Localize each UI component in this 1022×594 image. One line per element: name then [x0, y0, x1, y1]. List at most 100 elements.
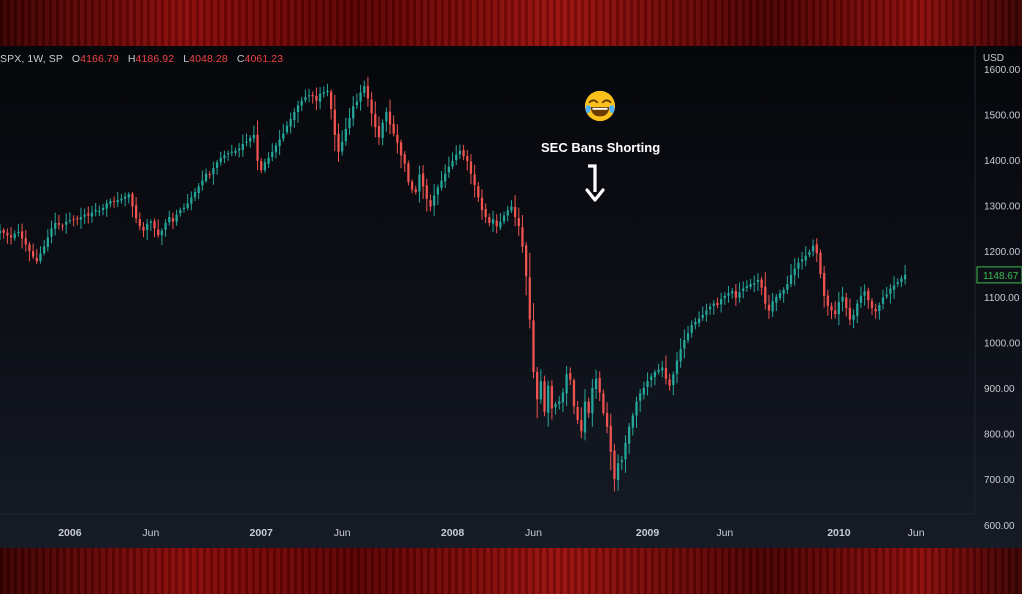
candle-body[interactable]	[819, 252, 822, 274]
candle-body[interactable]	[322, 92, 325, 94]
candle-body[interactable]	[17, 232, 20, 234]
candle-body[interactable]	[444, 173, 447, 182]
candle-body[interactable]	[208, 174, 211, 176]
candle-body[interactable]	[852, 315, 855, 320]
candle-body[interactable]	[112, 200, 116, 202]
candle-body[interactable]	[392, 123, 395, 134]
candle-body[interactable]	[440, 180, 443, 188]
candle-body[interactable]	[83, 214, 86, 217]
candle-body[interactable]	[164, 222, 167, 230]
candle-body[interactable]	[628, 426, 631, 444]
candle-body[interactable]	[502, 215, 506, 222]
candle-body[interactable]	[377, 126, 381, 138]
candle-body[interactable]	[94, 210, 97, 212]
candle-body[interactable]	[672, 374, 675, 386]
candle-body[interactable]	[517, 218, 520, 227]
candle-body[interactable]	[24, 238, 27, 245]
candle-body[interactable]	[39, 253, 42, 261]
candle-body[interactable]	[282, 133, 285, 139]
candle-body[interactable]	[524, 245, 528, 277]
candle-body[interactable]	[657, 369, 660, 373]
candle-body[interactable]	[241, 144, 244, 150]
candle-body[interactable]	[694, 321, 697, 325]
candle-body[interactable]	[587, 401, 590, 414]
candle-body[interactable]	[576, 407, 579, 420]
candle-body[interactable]	[267, 157, 270, 164]
candle-body[interactable]	[771, 301, 774, 312]
candle-body[interactable]	[179, 210, 182, 214]
candle-body[interactable]	[778, 293, 782, 299]
candle-body[interactable]	[870, 301, 874, 309]
candle-body[interactable]	[661, 367, 664, 371]
candle-body[interactable]	[134, 205, 138, 219]
candle-body[interactable]	[131, 193, 134, 207]
candle-body[interactable]	[731, 291, 734, 294]
candle-body[interactable]	[249, 138, 252, 142]
candle-body[interactable]	[219, 157, 222, 163]
candle-body[interactable]	[863, 291, 866, 296]
candle-body[interactable]	[488, 217, 491, 223]
candle-body[interactable]	[797, 262, 800, 269]
candle-body[interactable]	[300, 100, 303, 106]
candle-body[interactable]	[532, 320, 535, 373]
candle-body[interactable]	[193, 191, 197, 198]
candle-body[interactable]	[76, 218, 79, 220]
candle-body[interactable]	[521, 227, 524, 247]
candle-body[interactable]	[455, 154, 458, 161]
candle-body[interactable]	[462, 150, 465, 157]
candle-body[interactable]	[664, 368, 668, 379]
candle-body[interactable]	[749, 284, 752, 287]
candle-body[interactable]	[900, 278, 903, 282]
chart-panel[interactable]: 1600.00 1500.00 1400.00 1300.00 1200.00 1100.…	[0, 46, 1022, 548]
candle-body[interactable]	[815, 244, 818, 254]
candle-body[interactable]	[296, 105, 300, 113]
candle-body[interactable]	[719, 299, 723, 305]
candle-body[interactable]	[745, 285, 749, 288]
candle-body[interactable]	[646, 381, 649, 388]
candle-body[interactable]	[473, 174, 476, 186]
candle-body[interactable]	[867, 290, 870, 301]
candle-body[interactable]	[46, 237, 49, 247]
candle-body[interactable]	[230, 151, 233, 153]
candle-body[interactable]	[716, 302, 719, 305]
candle-body[interactable]	[421, 173, 425, 187]
candle-body[interactable]	[480, 197, 484, 211]
candle-body[interactable]	[800, 259, 804, 262]
candle-body[interactable]	[410, 181, 414, 190]
candle-body[interactable]	[679, 349, 682, 362]
candle-body[interactable]	[190, 197, 193, 204]
candle-body[interactable]	[811, 245, 815, 252]
candle-body[interactable]	[859, 295, 863, 303]
candle-body[interactable]	[598, 378, 601, 393]
candle-body[interactable]	[845, 297, 848, 309]
candle-body[interactable]	[848, 307, 852, 320]
candle-body[interactable]	[528, 277, 531, 320]
candle-body[interactable]	[31, 251, 35, 257]
candle-body[interactable]	[896, 282, 899, 285]
candle-body[interactable]	[98, 211, 101, 213]
candle-body[interactable]	[318, 93, 322, 102]
candle-body[interactable]	[830, 306, 833, 311]
candle-body[interactable]	[20, 231, 24, 239]
candle-body[interactable]	[631, 415, 634, 428]
candle-body[interactable]	[653, 372, 657, 378]
candle-body[interactable]	[123, 196, 127, 199]
candle-body[interactable]	[712, 303, 715, 306]
candle-body[interactable]	[359, 92, 362, 102]
candle-body[interactable]	[804, 255, 807, 261]
candle-body[interactable]	[388, 111, 392, 125]
candle-body[interactable]	[157, 229, 160, 236]
candle-body[interactable]	[403, 154, 406, 164]
candle-body[interactable]	[477, 186, 480, 198]
candle-body[interactable]	[160, 230, 164, 236]
candle-body[interactable]	[841, 296, 844, 302]
candle-body[interactable]	[175, 214, 178, 222]
candle-body[interactable]	[569, 372, 572, 380]
candle-body[interactable]	[245, 141, 248, 143]
candle-body[interactable]	[458, 150, 462, 155]
candle-body[interactable]	[690, 325, 693, 333]
candle-body[interactable]	[723, 295, 726, 299]
candle-body[interactable]	[602, 393, 605, 414]
candle-body[interactable]	[348, 118, 351, 129]
candle-body[interactable]	[212, 168, 215, 175]
